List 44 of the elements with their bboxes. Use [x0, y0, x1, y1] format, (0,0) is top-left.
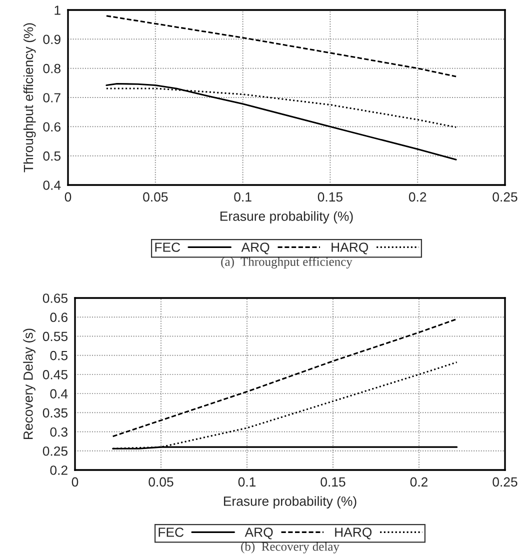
y-tick-label: 0.4	[50, 389, 68, 398]
x-tick-label: 0.15	[318, 192, 342, 202]
y-tick-label: 0.8	[43, 64, 60, 74]
y-tick-label: 0.65	[42, 294, 68, 303]
line-series	[112, 318, 458, 438]
y-tick-label: 0.5	[50, 350, 68, 360]
text: (b) Recovery delay	[241, 542, 340, 554]
legend-label: HARQ	[335, 528, 372, 540]
legend-label: ARQ	[244, 528, 273, 540]
x-tick-label: 0.25	[492, 477, 518, 487]
x-axis-title: Erasure probability (%)	[224, 496, 356, 508]
y-tick-label: 0.6	[50, 312, 68, 322]
y-tick-label: 1	[54, 6, 60, 15]
x-tick-label: 0	[72, 477, 78, 487]
x-tick-label: 0.25	[492, 192, 518, 202]
y-tick-label: 0.35	[42, 408, 68, 418]
line-series	[106, 83, 457, 160]
x-tick-label: 0	[64, 192, 72, 202]
y-tick-label: 0.7	[43, 93, 60, 102]
y-tick-label: 0.9	[43, 34, 60, 44]
y-tick-label: 0.6	[43, 122, 60, 132]
y-tick-label: 0.4	[43, 180, 61, 190]
text: (a) Throughput efficiency	[221, 257, 352, 268]
y-tick-label: 0.45	[42, 370, 68, 380]
x-tick-label: 0.15	[320, 477, 346, 487]
x-tick-label: 0.1	[238, 477, 256, 487]
x-tick-label: 0.05	[143, 192, 168, 202]
y-axis-title: Recovery Delay (s)	[23, 328, 36, 440]
legend-label: ARQ	[241, 242, 270, 254]
x-axis-title: Erasure probability (%)	[220, 211, 353, 224]
y-tick-label: 0.3	[50, 427, 68, 437]
legend-label: HARQ	[332, 242, 368, 254]
x-tick-label: 0.2	[410, 477, 428, 487]
x-tick-label: 0.05	[148, 477, 174, 487]
x-tick-label: 0.2	[408, 192, 426, 202]
y-tick-label: 0.2	[50, 466, 68, 475]
y-axis-title: Throughput efficiency (%)	[23, 23, 36, 172]
y-tick-label: 0.5	[43, 151, 61, 161]
y-tick-label: 0.25	[42, 446, 68, 456]
legend-label: FEC	[158, 528, 184, 537]
x-tick-label: 0.1	[234, 192, 252, 202]
line-series	[106, 15, 457, 78]
y-tick-label: 0.55	[42, 332, 68, 342]
legend-label: FEC	[155, 242, 180, 252]
